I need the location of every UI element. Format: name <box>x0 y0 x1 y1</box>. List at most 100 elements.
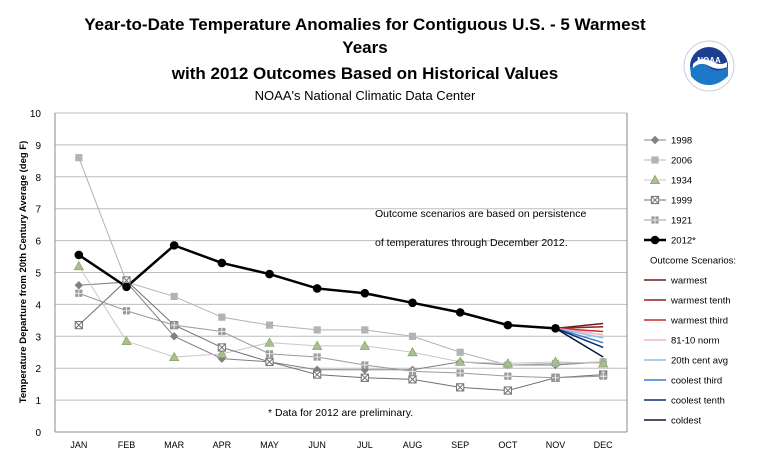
scenario-line <box>555 327 604 339</box>
data-point <box>504 372 512 380</box>
scenario-note-line-2: of temperatures through December 2012. <box>375 237 568 249</box>
chart-title-line-2: Years <box>342 38 388 57</box>
legend-label: warmest tenth <box>670 296 731 307</box>
data-point <box>359 340 371 350</box>
data-point <box>75 289 83 297</box>
data-point-cross <box>75 289 83 297</box>
legend-label: 20th cent avg <box>671 356 728 367</box>
x-tick-label: OCT <box>498 440 518 450</box>
x-tick-label: DEC <box>594 440 614 450</box>
data-point-cross <box>170 321 178 329</box>
data-point-cross <box>551 374 560 382</box>
chart-subtitle: NOAA's National Climatic Data Center <box>254 88 476 103</box>
x-tick-label: JAN <box>70 440 87 450</box>
y-tick-label: 3 <box>35 332 41 343</box>
data-point <box>454 356 466 366</box>
data-point <box>360 288 370 298</box>
y-tick-label: 5 <box>35 269 41 280</box>
legend-label: 1934 <box>671 176 692 187</box>
legend-label: 1921 <box>671 216 692 227</box>
series-line-2006 <box>78 157 604 366</box>
data-point <box>361 361 369 369</box>
data-point-cross <box>456 383 465 392</box>
x-tick-label: NOV <box>546 440 566 450</box>
series-line-1999 <box>78 279 604 392</box>
legend-label: coolest third <box>671 376 722 387</box>
data-point <box>551 374 560 382</box>
data-point <box>216 348 228 358</box>
data-point <box>502 358 514 368</box>
data-point <box>312 284 322 293</box>
legend-label: 2006 <box>671 156 692 167</box>
data-point <box>75 154 83 162</box>
data-point <box>169 332 179 341</box>
scenario-note-line-1: Outcome scenarios are based on persisten… <box>375 208 586 220</box>
noaa-logo-text: NOAA <box>697 56 721 65</box>
legend-label: warmest third <box>670 316 728 327</box>
data-point <box>455 308 465 317</box>
y-tick-label: 0 <box>35 428 41 439</box>
data-point <box>599 372 607 380</box>
chart-title-line-1: Year-to-Date Temperature Anomalies for C… <box>84 15 646 34</box>
data-point-cross <box>503 386 512 395</box>
series-line-1934 <box>78 265 604 364</box>
y-axis-label: Temperature Departure from 20th Century … <box>18 141 29 404</box>
data-point <box>313 353 321 361</box>
scenario-line <box>555 325 604 330</box>
data-point <box>265 321 274 329</box>
preliminary-note: * Data for 2012 are preliminary. <box>268 407 413 419</box>
data-point <box>265 269 274 279</box>
data-point <box>170 321 178 329</box>
x-tick-label: JUL <box>357 440 373 450</box>
data-point <box>650 195 660 205</box>
data-point <box>122 307 131 315</box>
data-point <box>651 216 659 224</box>
x-tick-label: AUG <box>403 440 423 450</box>
data-point <box>503 320 513 330</box>
y-tick-label: 10 <box>30 109 42 120</box>
data-point-cross <box>361 361 369 369</box>
data-point <box>121 335 132 346</box>
data-point-cross <box>651 196 659 204</box>
data-point-cross <box>122 307 131 315</box>
data-point <box>311 340 323 350</box>
data-point <box>550 356 561 366</box>
data-point <box>408 367 417 375</box>
data-point <box>503 386 512 395</box>
y-tick-label: 4 <box>35 300 41 311</box>
data-point <box>313 326 321 334</box>
data-point <box>650 135 660 145</box>
y-tick-label: 8 <box>35 173 41 184</box>
legend-label: 1999 <box>671 196 692 207</box>
legend-label: coldest <box>671 416 701 427</box>
data-point-cross <box>265 357 274 366</box>
data-point <box>265 350 274 358</box>
data-point <box>407 346 418 357</box>
data-point-cross <box>74 321 83 330</box>
legend-label: coolest tenth <box>671 396 725 407</box>
data-point <box>168 351 180 361</box>
y-tick-label: 1 <box>35 396 41 407</box>
data-point <box>73 260 85 271</box>
y-tick-label: 2 <box>35 364 41 375</box>
data-point <box>551 324 560 333</box>
data-point <box>122 282 131 292</box>
data-point-cross <box>408 367 417 375</box>
x-tick-label: JUN <box>308 440 326 450</box>
data-point <box>649 174 661 184</box>
data-point <box>217 258 227 268</box>
legend-label: 81-10 norm <box>671 336 720 347</box>
data-point-cross <box>217 343 226 352</box>
x-tick-label: APR <box>213 440 232 450</box>
data-point <box>265 357 274 366</box>
data-point <box>408 298 417 308</box>
data-point-cross <box>218 327 226 336</box>
data-point-cross <box>313 353 321 361</box>
data-point-cross <box>360 373 369 382</box>
data-point-cross <box>313 370 322 379</box>
data-point <box>456 383 465 392</box>
y-tick-label: 7 <box>35 205 41 216</box>
chart-title-line-3: with 2012 Outcomes Based on Historical V… <box>171 64 559 83</box>
scenario-line <box>555 327 604 358</box>
